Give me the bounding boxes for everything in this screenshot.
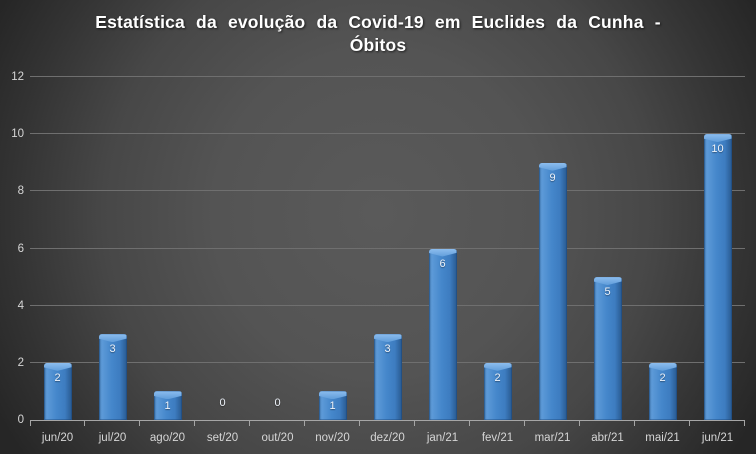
bar-top-bevel	[318, 391, 347, 400]
x-axis-tick	[194, 421, 195, 426]
bar-top-bevel	[153, 391, 182, 400]
bar-value-label: 5	[604, 286, 611, 299]
gridline	[30, 133, 745, 135]
bar-value-label: 2	[54, 371, 61, 384]
gridline	[30, 247, 745, 249]
x-axis-tick	[744, 421, 745, 426]
bar-top-bevel	[373, 334, 402, 343]
category-slot: 1 ago/20	[140, 77, 195, 444]
x-axis-tick	[84, 421, 85, 426]
x-axis-tick-label: out/20	[261, 432, 294, 444]
x-axis-tick-label: mar/21	[534, 432, 571, 444]
category-slot: 9 mar/21	[525, 77, 580, 444]
bar-value-label: 6	[439, 257, 446, 270]
x-axis-tick-label: abr/21	[591, 432, 624, 444]
plot-area: 2 jun/20 3 jul/20 1 ago/20 0 set/20 0 out/20 1 nov/…	[30, 76, 745, 444]
category-slot: 10 jun/21	[690, 77, 745, 444]
category-slot: 3 dez/20	[360, 77, 415, 444]
x-axis-tick	[414, 421, 415, 426]
bar-value-label: 1	[164, 400, 171, 413]
y-axis-tick-label: 4	[17, 299, 24, 312]
bar-nov/20: 1	[318, 391, 347, 420]
category-slot: 0 out/20	[250, 77, 305, 444]
x-axis-tick-label: jun/20	[41, 432, 74, 444]
x-axis-tick	[30, 421, 31, 426]
x-axis-tick	[524, 421, 525, 426]
bar-top-bevel	[593, 277, 622, 286]
bar-dez/20: 3	[373, 334, 402, 420]
bar-top-bevel	[483, 362, 512, 371]
category-slot: 3 jul/20	[85, 77, 140, 444]
x-axis-tick-label: jun/21	[701, 432, 734, 444]
y-axis-tick-label: 10	[11, 128, 24, 141]
bar-top-bevel	[703, 134, 732, 143]
y-axis-tick-label: 6	[17, 242, 24, 255]
bar-value-label: 3	[109, 343, 116, 356]
x-axis-tick-label: mai/21	[645, 432, 680, 444]
y-axis-tick-label: 8	[17, 185, 24, 198]
x-axis-tick	[249, 421, 250, 426]
gridline	[30, 76, 745, 77]
chart-title-line2: Óbitos	[349, 35, 407, 55]
bar-mar/21: 9	[538, 162, 567, 420]
category-slot: 2 mai/21	[635, 77, 690, 444]
x-axis-tick	[304, 421, 305, 426]
y-axis-labels: 0 2 4 6 8 10 12	[0, 0, 24, 454]
bar-slots: 2 jun/20 3 jul/20 1 ago/20 0 set/20 0 out/20 1 nov/…	[30, 77, 745, 444]
category-slot: 2 fev/21	[470, 77, 525, 444]
bar-ago/20: 1	[153, 391, 182, 420]
x-axis-tick	[469, 421, 470, 426]
chart-title-line1: Estatística da evolução da Covid-19 em E…	[95, 12, 661, 32]
category-slot: 5 abr/21	[580, 77, 635, 444]
bar-jun/21: 10	[703, 134, 732, 420]
category-slot: 6 jan/21	[415, 77, 470, 444]
bar-jul/20: 3	[98, 334, 127, 420]
x-axis-tick-label: ago/20	[149, 432, 186, 444]
gridline	[30, 304, 745, 306]
bar-value-label: 3	[384, 343, 391, 356]
gridline	[30, 190, 745, 192]
bar-top-bevel	[98, 334, 127, 343]
x-axis-tick	[634, 421, 635, 426]
bar-value-label: 2	[659, 371, 666, 384]
x-axis-tick	[359, 421, 360, 426]
x-axis-line	[30, 420, 745, 421]
chart-title: Estatística da evolução da Covid-19 em E…	[0, 11, 756, 57]
y-axis-tick-label: 0	[17, 414, 24, 426]
bar-top-bevel	[648, 362, 677, 371]
bar-mai/21: 2	[648, 362, 677, 420]
bar-value-label: 9	[549, 171, 556, 184]
x-axis-tick-label: jan/21	[426, 432, 459, 444]
bar-abr/21: 5	[593, 277, 622, 420]
x-axis-tick-label: fev/21	[481, 432, 514, 444]
x-axis-tick-label: nov/20	[315, 432, 350, 444]
bar-fev/21: 2	[483, 362, 512, 420]
bar-value-label: 0	[219, 397, 226, 409]
bar-value-label: 2	[494, 371, 501, 384]
x-axis-tick	[689, 421, 690, 426]
y-axis-tick-label: 12	[11, 71, 24, 83]
category-slot: 1 nov/20	[305, 77, 360, 444]
bar-top-bevel	[538, 162, 567, 171]
bar-jan/21: 6	[428, 248, 457, 420]
bar-top-bevel	[428, 248, 457, 257]
bar-value-label: 1	[329, 400, 336, 413]
x-axis-tick-label: set/20	[206, 432, 239, 444]
x-axis-tick-label: jul/20	[98, 432, 127, 444]
bar-value-label: 10	[711, 143, 724, 156]
y-axis-tick-label: 2	[17, 356, 24, 369]
x-axis-tick	[139, 421, 140, 426]
x-axis-tick-label: dez/20	[370, 432, 405, 444]
category-slot: 0 set/20	[195, 77, 250, 444]
bar-jun/20: 2	[43, 362, 72, 420]
category-slot: 2 jun/20	[30, 77, 85, 444]
bar-top-bevel	[43, 362, 72, 371]
bar-value-label: 0	[274, 397, 281, 409]
x-axis-tick	[579, 421, 580, 426]
